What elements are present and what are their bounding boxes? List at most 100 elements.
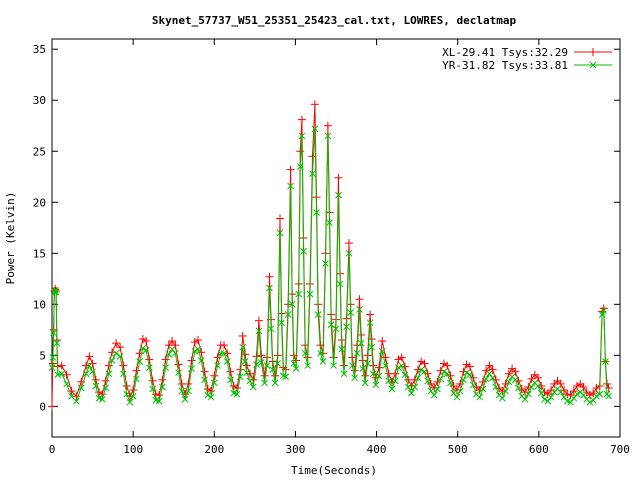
data-point [233, 384, 242, 393]
data-point [286, 165, 295, 174]
data-point [534, 382, 542, 390]
data-point [175, 369, 182, 377]
data-point [85, 352, 94, 361]
data-point [249, 383, 257, 391]
data-point [580, 391, 587, 399]
data-point [53, 339, 61, 347]
data-point [288, 300, 296, 308]
data-point [443, 370, 451, 378]
data-point [238, 331, 247, 340]
data-point [95, 388, 104, 397]
data-point [301, 349, 309, 357]
data-point [465, 362, 474, 371]
data-point [133, 375, 140, 383]
data-point [229, 381, 238, 390]
data-point [589, 61, 597, 69]
data-point [181, 390, 190, 399]
data-point [408, 389, 415, 397]
data-point [585, 391, 594, 400]
data-point [132, 366, 141, 375]
data-point [98, 390, 107, 399]
chart-title: Skynet_57737_W51_25351_25423_cal.txt, LO… [152, 14, 517, 27]
data-point [197, 357, 205, 364]
data-point [566, 391, 575, 400]
data-point [404, 383, 412, 391]
data-point [190, 338, 199, 347]
data-point [159, 383, 166, 391]
data-point [306, 290, 314, 298]
legend-label: YR-31.82 Tsys:33.81 [442, 59, 568, 72]
data-point [463, 369, 470, 377]
data-point [547, 386, 556, 395]
data-point [210, 379, 218, 387]
data-point [112, 349, 120, 357]
data-point [284, 311, 292, 318]
x-tick-label: 0 [49, 443, 56, 456]
data-point [424, 377, 432, 385]
data-point [188, 365, 195, 372]
data-point [171, 349, 179, 357]
data-point [361, 371, 370, 380]
data-point [447, 379, 454, 387]
data-point [378, 337, 387, 346]
data-point [155, 391, 164, 400]
data-point [220, 349, 228, 357]
data-point [351, 374, 359, 382]
data-point [466, 371, 474, 379]
data-point [511, 367, 520, 376]
data-point [119, 361, 128, 370]
data-point [309, 170, 316, 178]
data-point [92, 382, 100, 390]
data-point [297, 115, 306, 124]
data-point [322, 260, 329, 267]
data-point [184, 387, 192, 395]
data-point [414, 374, 422, 382]
x-tick-label: 700 [610, 443, 630, 456]
data-point [421, 368, 428, 376]
data-point [116, 353, 124, 360]
x-tick-label: 500 [448, 443, 468, 456]
data-point [178, 387, 186, 395]
data-point [332, 325, 340, 333]
data-point [274, 360, 281, 367]
data-point [88, 359, 97, 368]
data-point [456, 379, 465, 388]
y-tick-label: 10 [33, 298, 46, 311]
data-point [58, 370, 66, 378]
data-point [227, 376, 234, 384]
data-point [336, 280, 344, 288]
data-point [343, 323, 350, 331]
y-tick-label: 30 [33, 94, 46, 107]
data-point [567, 398, 574, 406]
data-point [233, 390, 241, 398]
data-point [142, 346, 150, 354]
data-point [598, 311, 606, 318]
data-point [174, 360, 183, 369]
data-point [557, 388, 565, 396]
data-point [528, 383, 535, 391]
data-point [191, 347, 199, 355]
data-point [456, 387, 464, 395]
y-tick-label: 35 [33, 43, 46, 56]
data-point [537, 389, 545, 397]
data-point [319, 358, 327, 365]
data-point [207, 387, 216, 396]
data-point [287, 182, 294, 190]
data-point [439, 359, 448, 368]
data-point [482, 366, 491, 375]
data-point [67, 387, 76, 396]
data-point [139, 344, 147, 352]
legend-label: XL-29.41 Tsys:32.29 [442, 46, 568, 59]
data-point [304, 362, 311, 369]
data-point [276, 214, 285, 223]
data-point [369, 370, 377, 378]
data-point [149, 385, 156, 393]
data-point [89, 368, 96, 376]
data-point [296, 147, 305, 156]
data-point [171, 341, 180, 350]
y-axis-label: Power (Kelvin) [4, 192, 17, 285]
data-point [378, 347, 386, 355]
data-point [596, 390, 604, 398]
